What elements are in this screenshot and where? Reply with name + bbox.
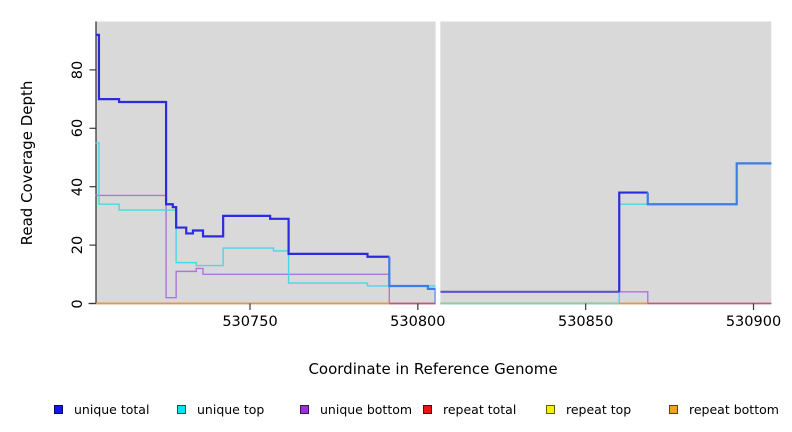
legend-swatch-icon xyxy=(177,404,186,414)
legend-item-repeat-bottom: repeat bottom xyxy=(669,401,779,417)
x-tick-label: 530850 xyxy=(557,314,614,330)
legend-item-unique-total: unique total xyxy=(54,401,149,417)
series-unique-total-line xyxy=(618,191,648,292)
y-tick-label: 20 xyxy=(70,235,86,255)
legend-swatch-icon xyxy=(546,404,555,414)
legend-label: unique top xyxy=(197,401,265,417)
tick-marks xyxy=(89,69,755,310)
legend-label: repeat top xyxy=(566,401,632,417)
y-tick-label: 80 xyxy=(70,60,86,80)
legend-swatch-icon xyxy=(669,404,678,414)
legend-item-unique-top: unique top xyxy=(177,401,264,417)
legend-label: repeat bottom xyxy=(689,401,779,417)
legend-swatch-icon xyxy=(54,404,63,414)
legend-label: repeat total xyxy=(443,401,517,417)
y-tick-label: 60 xyxy=(70,119,86,138)
legend: unique total unique top unique bottom repea… xyxy=(0,398,792,428)
plot-area xyxy=(96,21,772,304)
y-axis-title: Read Coverage Depth xyxy=(18,80,36,246)
legend-item-repeat-total: repeat total xyxy=(423,401,516,417)
y-tick-label: 0 xyxy=(70,298,86,309)
x-tick-label: 530900 xyxy=(725,314,782,330)
legend-label: unique total xyxy=(74,401,150,417)
series-unique-total-line xyxy=(646,162,772,206)
legend-item-unique-bottom: unique bottom xyxy=(300,401,412,417)
series-unique-top-line xyxy=(95,142,436,287)
coverage-gap-band xyxy=(435,21,441,306)
x-axis-title: Coordinate in Reference Genome xyxy=(308,360,558,378)
legend-swatch-icon xyxy=(423,404,432,414)
legend-item-repeat-top: repeat top xyxy=(546,401,631,417)
y-tick-label: 40 xyxy=(70,177,86,196)
x-tick-label: 530750 xyxy=(222,314,278,330)
x-tick-label: 530800 xyxy=(390,314,446,330)
legend-label: unique bottom xyxy=(320,401,413,417)
series-lines xyxy=(95,33,772,305)
legend-swatch-icon xyxy=(300,404,309,414)
series-unique-total-line xyxy=(95,33,390,258)
